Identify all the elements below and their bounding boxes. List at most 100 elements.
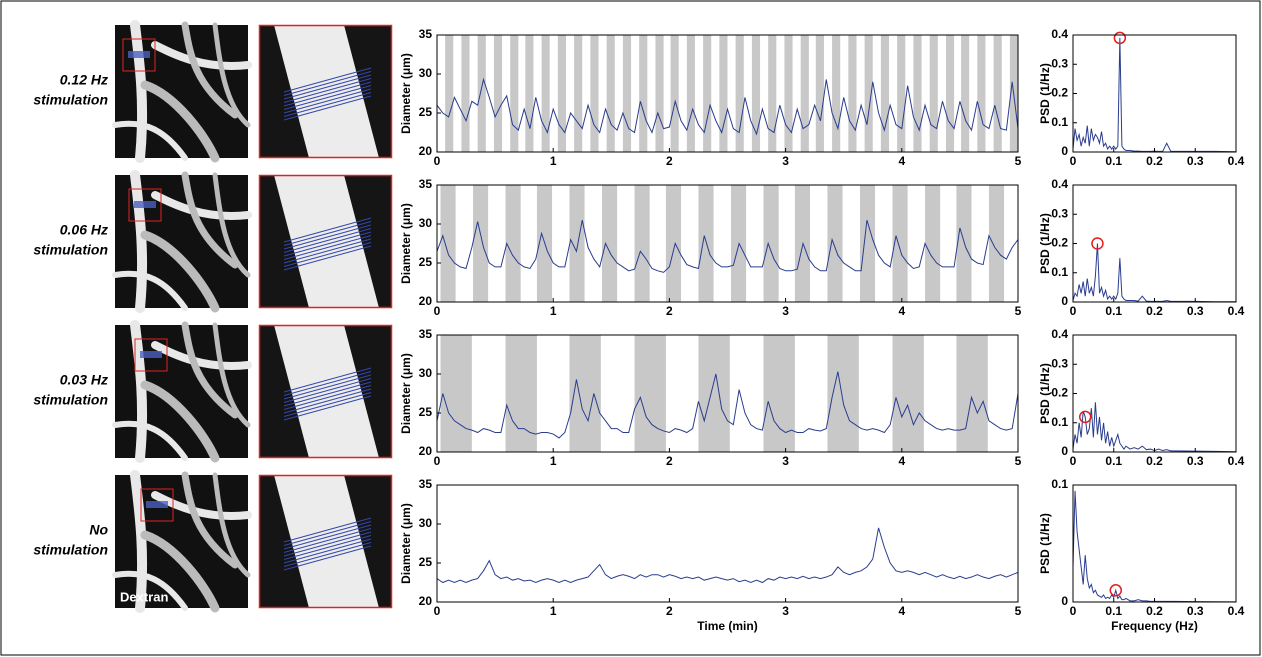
vessel (212, 172, 251, 278)
stimulation-band (473, 185, 489, 302)
stimulation-band (993, 35, 1002, 152)
roi-line (283, 531, 372, 557)
stimulation-band (892, 335, 924, 452)
image-border (258, 174, 393, 309)
stimulation-band (913, 35, 922, 152)
stimulation-band (477, 35, 486, 152)
vessel (181, 21, 239, 119)
y-tick-label: 35 (419, 177, 433, 191)
y-axis-label: Diameter (μm) (399, 503, 413, 584)
x-tick-label: 4 (898, 304, 905, 318)
data-line (436, 77, 1019, 136)
vessel (181, 171, 239, 269)
y-tick-label: 25 (419, 405, 433, 419)
row-label: stimulation (33, 392, 108, 408)
row-label: No (89, 522, 108, 538)
stimulation-band (440, 185, 456, 302)
plot-frame (436, 484, 1019, 603)
zoom-image (258, 174, 393, 309)
image-border (258, 324, 393, 459)
stimulation-band (880, 35, 890, 152)
stimulation-band (864, 35, 873, 152)
stimulation-band (719, 35, 728, 152)
roi-line (283, 228, 372, 253)
roi-line (283, 535, 372, 560)
y-tick-label: 0.1 (1051, 265, 1068, 279)
data-line (1072, 243, 1236, 303)
plot-background (1073, 485, 1236, 602)
y-tick-label: 25 (419, 555, 433, 569)
row-label: 0.12 Hz (60, 72, 108, 88)
overview-image (112, 20, 252, 163)
zoom-box (122, 38, 156, 72)
y-tick-label: 30 (419, 366, 433, 380)
stimulation-band (929, 35, 938, 152)
roi-line (283, 92, 372, 117)
stimulation-band (655, 35, 664, 152)
roi-line (283, 517, 372, 543)
y-tick-label: 35 (419, 327, 433, 341)
y-tick-label: 0 (1061, 594, 1068, 608)
roi-line (283, 242, 372, 267)
zoom-box (134, 338, 168, 372)
roi-line (283, 521, 372, 546)
vessel (274, 25, 379, 158)
plot-frame (436, 184, 1019, 303)
x-tick-label: 1 (550, 454, 557, 468)
x-tick-label: 0.3 (1187, 304, 1204, 318)
stimulation-band (634, 335, 666, 452)
y-axis-label: Diameter (μm) (399, 53, 413, 134)
x-tick-label: 0.3 (1187, 154, 1204, 168)
stimulation-band (735, 35, 744, 152)
peak-marker (1091, 237, 1104, 250)
roi-line (283, 371, 372, 396)
y-axis-label: PSD (1/Hz) (1038, 213, 1052, 274)
y-tick-label: 20 (419, 594, 433, 608)
stimulation-band (639, 35, 648, 152)
roi-line (283, 235, 372, 260)
overview-image (112, 320, 252, 463)
vessel (140, 530, 220, 613)
data-line (436, 219, 1019, 273)
stimulation-band (569, 185, 585, 302)
overview-image (112, 170, 252, 313)
peak-marker (1113, 31, 1127, 45)
x-tick-label: 0.4 (1228, 304, 1245, 318)
roi-line (283, 74, 372, 100)
y-tick-label: 25 (419, 105, 433, 119)
roi-line (283, 88, 372, 114)
stimulation-band (827, 335, 859, 452)
stimulation-band (622, 35, 632, 152)
row-label: stimulation (33, 92, 108, 108)
data-line (436, 527, 1019, 584)
stimulation-band (925, 185, 941, 302)
stimulation-band (665, 185, 682, 302)
stimulation-band (670, 35, 679, 152)
vessel (212, 22, 251, 128)
row-label: 0.03 Hz (60, 372, 108, 388)
zoom-box (128, 188, 162, 222)
roi-line (283, 542, 372, 567)
stimulation-band (698, 335, 730, 452)
stimulation-band (686, 35, 695, 152)
stimulation-band (815, 35, 824, 152)
x-tick-label: 0 (1070, 304, 1077, 318)
roi-line (283, 67, 372, 93)
vessel (112, 120, 188, 161)
vessel (274, 175, 379, 308)
x-tick-label: 0 (434, 454, 441, 468)
x-axis-label: Frequency (Hz) (1111, 619, 1198, 633)
vessel (112, 570, 188, 611)
x-tick-label: 0 (434, 154, 441, 168)
roi-line (283, 71, 372, 96)
stimulation-band (956, 335, 988, 452)
y-tick-label: 0.1 (1051, 477, 1068, 491)
row-label: stimulation (33, 242, 108, 258)
data-line (1072, 402, 1237, 453)
roi-line (283, 231, 372, 257)
y-tick-label: 0.1 (1051, 415, 1068, 429)
x-tick-label: 0.1 (1105, 154, 1122, 168)
stimulation-band (461, 35, 470, 152)
x-tick-label: 0 (1070, 154, 1077, 168)
